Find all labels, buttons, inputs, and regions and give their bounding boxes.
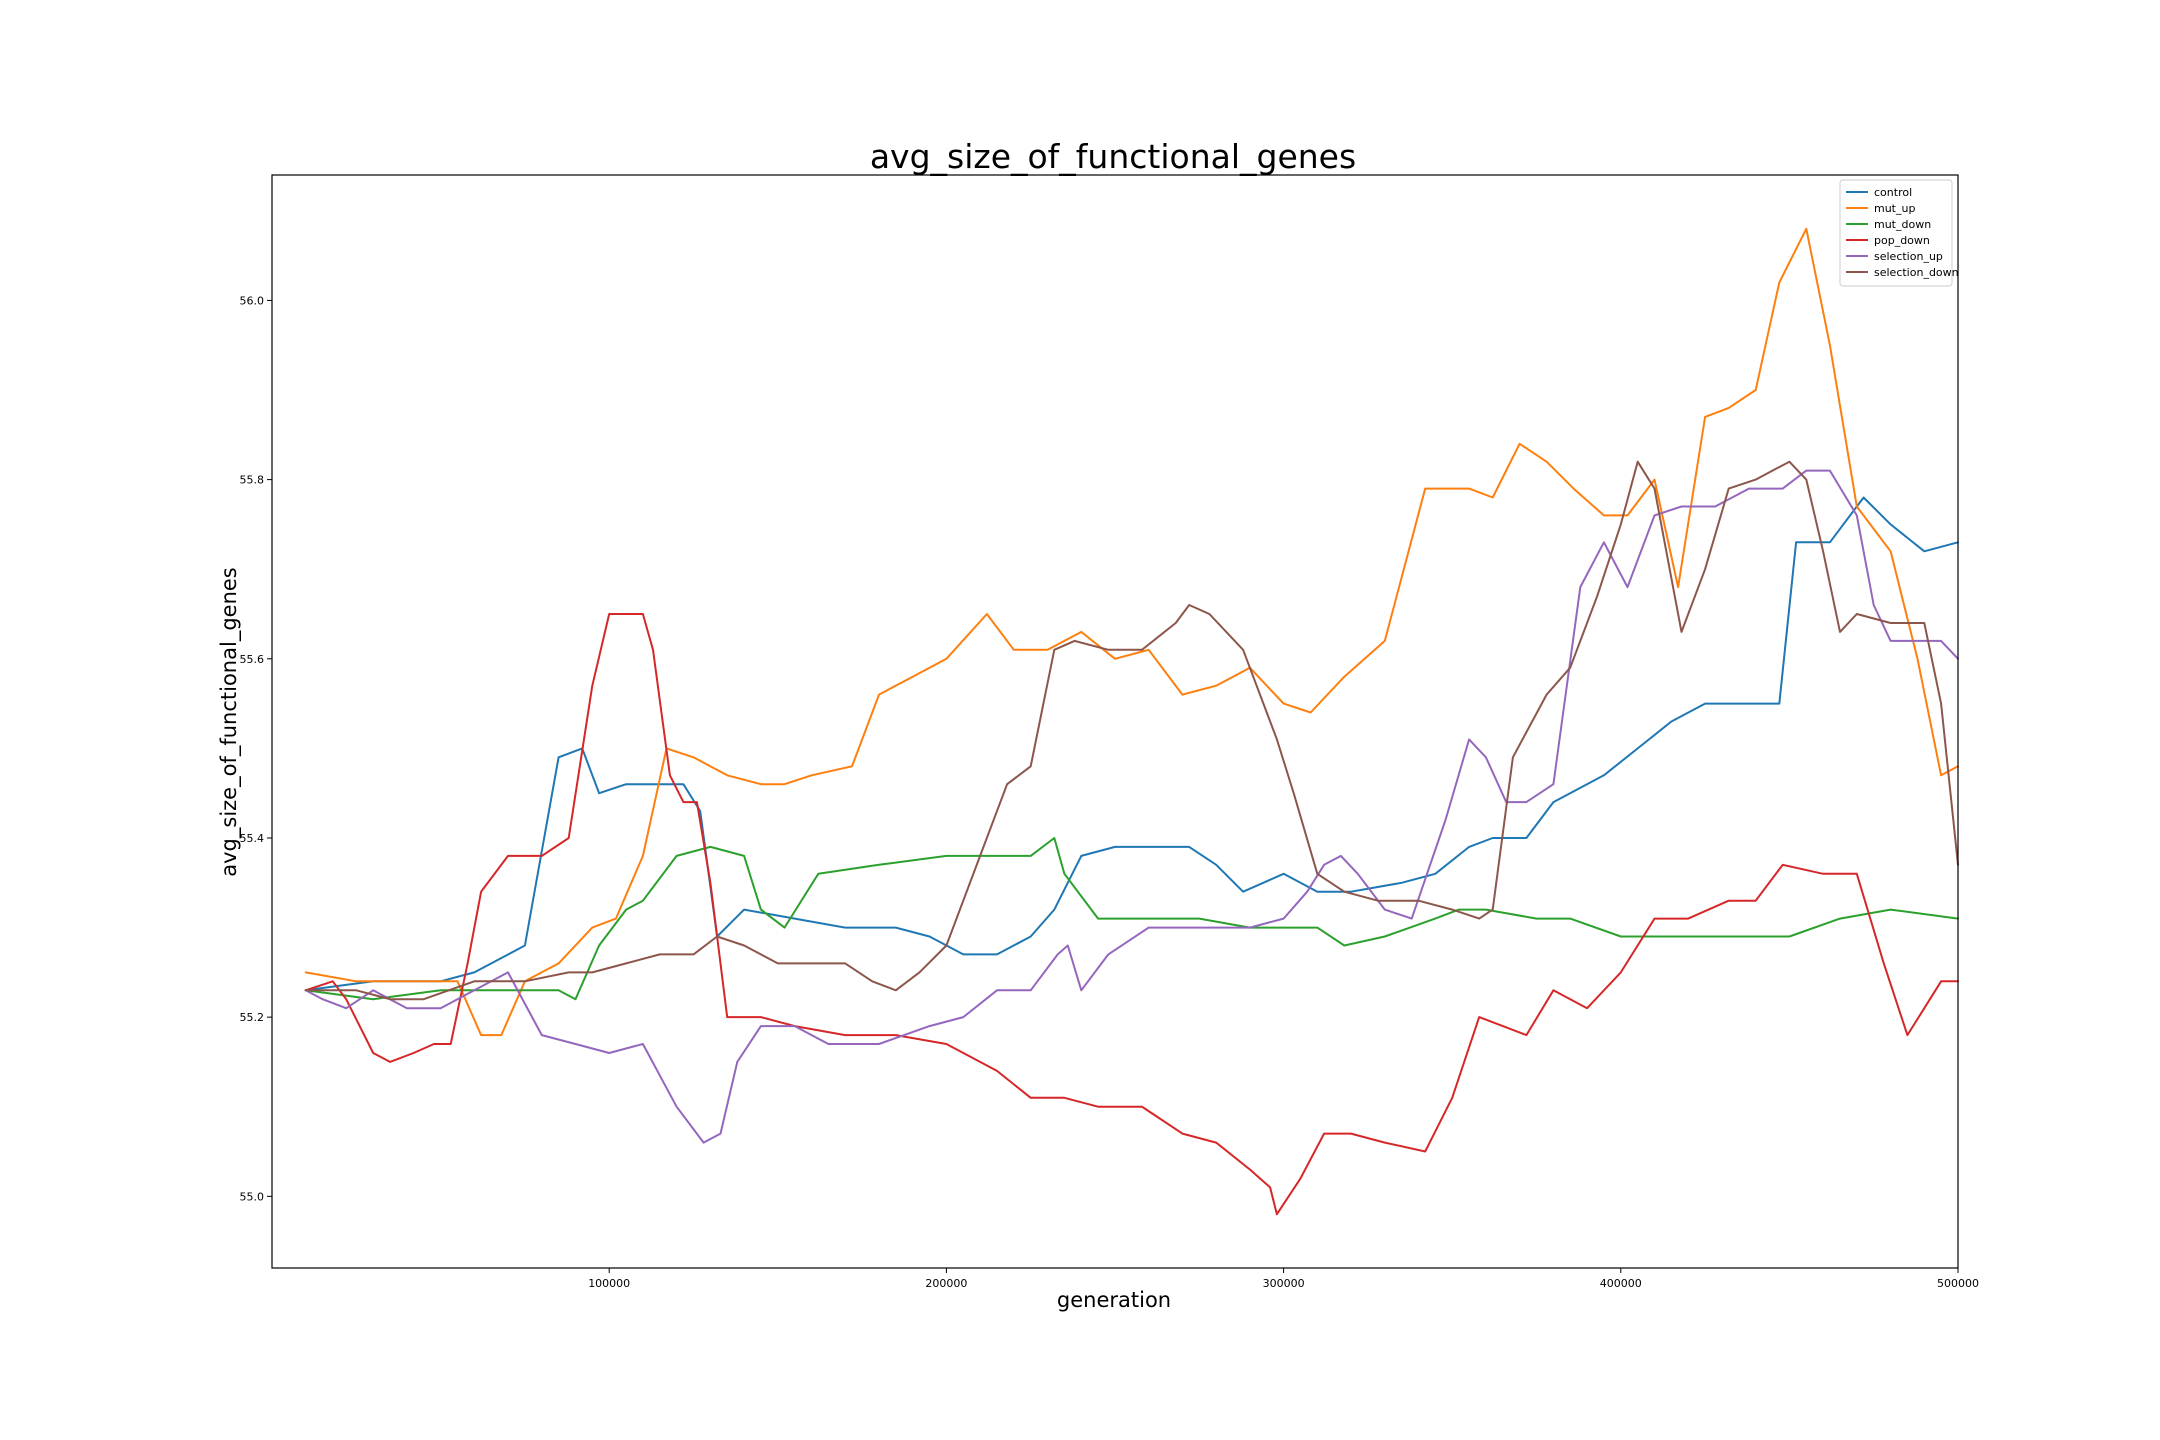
x-tick-label: 500000 bbox=[1937, 1277, 1979, 1290]
y-tick-label: 56.0 bbox=[240, 294, 265, 307]
legend-label: pop_down bbox=[1874, 234, 1930, 247]
series-line-selection-up bbox=[304, 469, 1959, 1144]
series-line-mut-down bbox=[304, 837, 1959, 1001]
legend-label: selection_down bbox=[1874, 266, 1959, 279]
legend-box bbox=[1839, 179, 1953, 287]
y-tick-label: 55.8 bbox=[240, 474, 265, 487]
x-tick-label: 300000 bbox=[1263, 1277, 1305, 1290]
y-axis: 55.0 55.2 55.4 55.6 55.8 56.0 bbox=[240, 294, 272, 1203]
legend-label: mut_up bbox=[1874, 202, 1915, 215]
y-tick-label: 55.4 bbox=[240, 832, 265, 845]
series-layer bbox=[304, 227, 1959, 1216]
series-line-pop-down bbox=[304, 613, 1959, 1216]
x-tick-label: 100000 bbox=[588, 1277, 630, 1290]
legend-label: mut_down bbox=[1874, 218, 1931, 231]
series-line-mut-up bbox=[304, 227, 1959, 1037]
x-axis: 100000 200000 300000 400000 500000 bbox=[588, 1268, 1979, 1290]
y-axis-label: avg_size_of_functional_genes bbox=[217, 567, 242, 877]
plot-frame bbox=[271, 174, 1959, 1269]
x-tick-label: 200000 bbox=[925, 1277, 967, 1290]
series-line-control bbox=[304, 496, 1959, 992]
y-tick-label: 55.0 bbox=[240, 1190, 265, 1203]
y-tick-label: 55.2 bbox=[240, 1011, 265, 1024]
x-tick-label: 400000 bbox=[1600, 1277, 1642, 1290]
series-line-selection-down bbox=[304, 460, 1959, 1001]
x-axis-label: generation bbox=[1057, 1288, 1171, 1312]
chart-title: avg_size_of_functional_genes bbox=[870, 137, 1356, 176]
y-tick-label: 55.6 bbox=[240, 653, 265, 666]
legend: control mut_up mut_down pop_down selection_u… bbox=[1839, 179, 1959, 287]
legend-label: selection_up bbox=[1874, 250, 1943, 263]
legend-label: control bbox=[1874, 186, 1912, 199]
